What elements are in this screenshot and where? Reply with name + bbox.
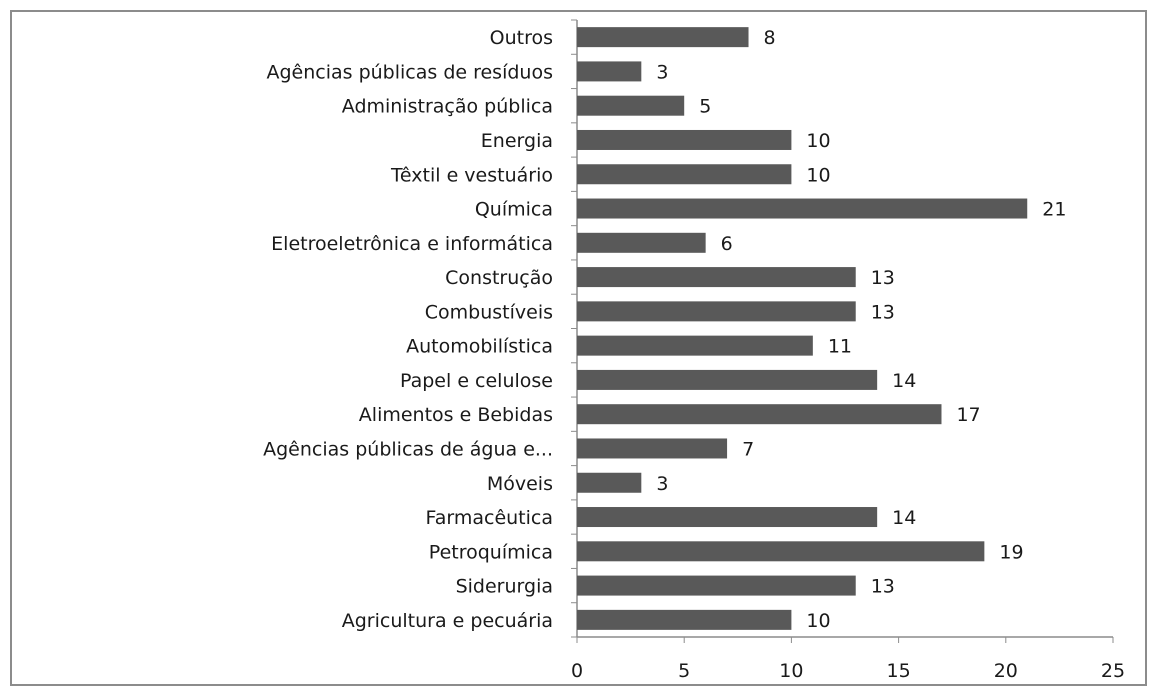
category-label: Têxtil e vestuário bbox=[390, 164, 553, 186]
data-label: 19 bbox=[999, 541, 1023, 563]
data-label: 13 bbox=[871, 267, 895, 289]
category-label: Agricultura e pecuária bbox=[342, 610, 553, 632]
category-label: Móveis bbox=[487, 473, 553, 495]
data-label: 10 bbox=[806, 610, 830, 632]
data-label: 14 bbox=[892, 370, 916, 392]
bar bbox=[577, 95, 685, 116]
bar bbox=[577, 61, 642, 82]
bar bbox=[577, 267, 856, 288]
data-label: 11 bbox=[828, 336, 852, 358]
category-label: Construção bbox=[445, 267, 553, 289]
category-label: Combustíveis bbox=[425, 301, 553, 323]
data-label: 7 bbox=[742, 438, 754, 460]
x-tick-label: 15 bbox=[887, 660, 911, 682]
bar bbox=[577, 575, 856, 596]
x-tick-label: 0 bbox=[571, 660, 583, 682]
data-label: 13 bbox=[871, 576, 895, 598]
data-label: 14 bbox=[892, 507, 916, 529]
data-label: 13 bbox=[871, 301, 895, 323]
category-label: Outros bbox=[490, 27, 553, 49]
bar bbox=[577, 198, 1028, 219]
bar bbox=[577, 27, 749, 48]
category-label: Agências públicas de água e... bbox=[263, 438, 553, 460]
bar bbox=[577, 609, 792, 630]
bar bbox=[577, 369, 878, 390]
category-label: Energia bbox=[481, 130, 553, 152]
data-label: 17 bbox=[956, 404, 980, 426]
category-label: Alimentos e Bebidas bbox=[359, 404, 553, 426]
category-label: Petroquímica bbox=[429, 541, 553, 563]
category-label: Administração pública bbox=[342, 96, 553, 118]
category-label: Farmacêutica bbox=[426, 507, 553, 529]
bar bbox=[577, 164, 792, 185]
x-tick-label: 20 bbox=[994, 660, 1018, 682]
data-label: 3 bbox=[656, 473, 668, 495]
x-tick-label: 5 bbox=[678, 660, 690, 682]
x-tick-label: 25 bbox=[1101, 660, 1125, 682]
category-label: Siderurgia bbox=[456, 576, 553, 598]
bar bbox=[577, 541, 985, 562]
data-label: 5 bbox=[699, 96, 711, 118]
data-label: 8 bbox=[764, 27, 776, 49]
data-label: 21 bbox=[1042, 199, 1066, 221]
category-label: Automobilística bbox=[406, 336, 553, 358]
bar bbox=[577, 404, 942, 425]
category-label: Papel e celulose bbox=[400, 370, 553, 392]
bar bbox=[577, 335, 813, 356]
category-label: Química bbox=[475, 199, 553, 221]
bar bbox=[577, 232, 706, 253]
data-label: 6 bbox=[721, 233, 733, 255]
data-label: 10 bbox=[806, 130, 830, 152]
category-label: Agências públicas de resíduos bbox=[266, 61, 553, 83]
data-label: 3 bbox=[656, 61, 668, 83]
data-label: 10 bbox=[806, 164, 830, 186]
bar bbox=[577, 472, 642, 493]
bar bbox=[577, 507, 878, 528]
bar bbox=[577, 438, 728, 459]
x-tick-label: 10 bbox=[779, 660, 803, 682]
category-label: Eletroeletrônica e informática bbox=[271, 233, 553, 255]
bar bbox=[577, 129, 792, 150]
bar bbox=[577, 301, 856, 322]
